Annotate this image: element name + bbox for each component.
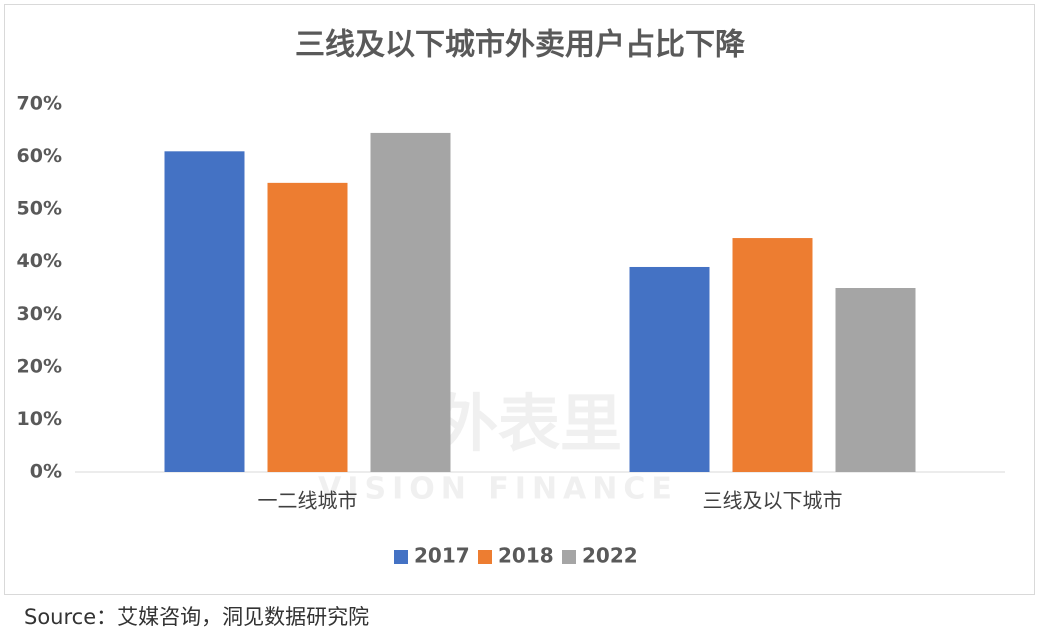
legend-label: 2017 [414, 544, 470, 568]
legend-swatch [478, 550, 492, 564]
x-tick-label: 三线及以下城市 [703, 489, 843, 513]
bar [732, 238, 813, 472]
watermark: VISION FINANCE [318, 472, 678, 507]
bar [629, 266, 710, 472]
bar [164, 151, 245, 473]
y-tick-label: 40% [17, 250, 62, 272]
y-tick-label: 0% [30, 461, 62, 483]
y-tick-label: 70% [17, 93, 62, 115]
y-tick-label: 30% [17, 303, 62, 325]
legend-swatch [562, 550, 576, 564]
bar [370, 132, 451, 472]
legend-swatch [394, 550, 408, 564]
y-tick-label: 10% [17, 408, 62, 430]
legend-label: 2018 [498, 544, 554, 568]
y-tick-label: 60% [17, 145, 62, 167]
chart-title: 三线及以下城市外卖用户占比下降 [295, 28, 746, 63]
x-tick-label: 一二线城市 [258, 489, 358, 513]
bar [267, 182, 348, 472]
y-tick-label: 20% [17, 355, 62, 377]
source: Source：艾媒咨询，洞见数据研究院 [24, 605, 369, 629]
bar [835, 288, 916, 472]
y-tick-label: 50% [17, 198, 62, 220]
legend-label: 2022 [582, 544, 638, 568]
